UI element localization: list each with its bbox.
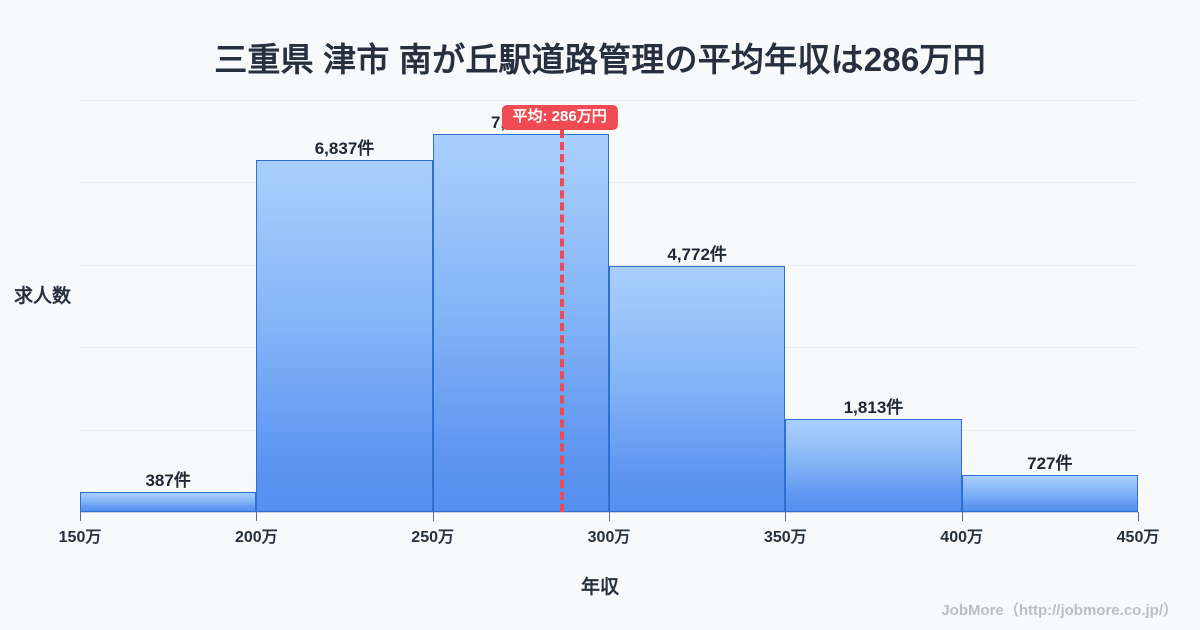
x-axis-tick-label: 400万 bbox=[940, 529, 984, 546]
bar-value-label: 1,813件 bbox=[843, 397, 904, 417]
x-axis-tick bbox=[961, 512, 963, 521]
x-axis-tick-label: 350万 bbox=[763, 529, 807, 546]
plot-area bbox=[80, 100, 1138, 512]
gridline bbox=[80, 264, 1138, 266]
bar-value-label: 727件 bbox=[1027, 453, 1073, 473]
x-axis-tick-label: 150万 bbox=[58, 529, 102, 546]
x-axis-tick bbox=[80, 512, 81, 521]
average-line bbox=[559, 130, 564, 512]
x-axis-tick-label: 200万 bbox=[234, 529, 278, 546]
x-axis-tick bbox=[609, 512, 610, 521]
gridline bbox=[80, 100, 1138, 101]
watermark: JobMore（http://jobmore.co.jp/） bbox=[941, 602, 1178, 619]
x-axis-tick bbox=[785, 512, 787, 521]
x-axis-tick bbox=[432, 512, 434, 521]
x-axis-tick-label: 300万 bbox=[587, 529, 631, 546]
bar-value-label: 6,837件 bbox=[314, 138, 375, 158]
average-badge: 平均: 286万円 bbox=[501, 105, 618, 130]
bar[interactable] bbox=[961, 474, 1138, 512]
bar[interactable] bbox=[80, 492, 257, 512]
x-axis-tick bbox=[256, 512, 258, 521]
x-axis-tick bbox=[1138, 512, 1139, 521]
y-axis-title: 求人数 bbox=[14, 286, 72, 307]
x-axis-tick-label: 250万 bbox=[411, 529, 455, 546]
bar[interactable] bbox=[785, 418, 962, 512]
x-axis-title: 年収 bbox=[580, 577, 619, 598]
bar[interactable] bbox=[432, 133, 609, 512]
bar-value-label: 4,772件 bbox=[667, 245, 727, 265]
bar[interactable] bbox=[609, 266, 786, 512]
x-axis-tick-label: 450万 bbox=[1116, 529, 1160, 546]
gridline bbox=[80, 182, 1138, 184]
bar-value-label: 387件 bbox=[145, 471, 191, 491]
bar[interactable] bbox=[256, 159, 433, 512]
page-title: 三重県 津市 南が丘駅道路管理の平均年収は286万円 bbox=[214, 41, 986, 78]
